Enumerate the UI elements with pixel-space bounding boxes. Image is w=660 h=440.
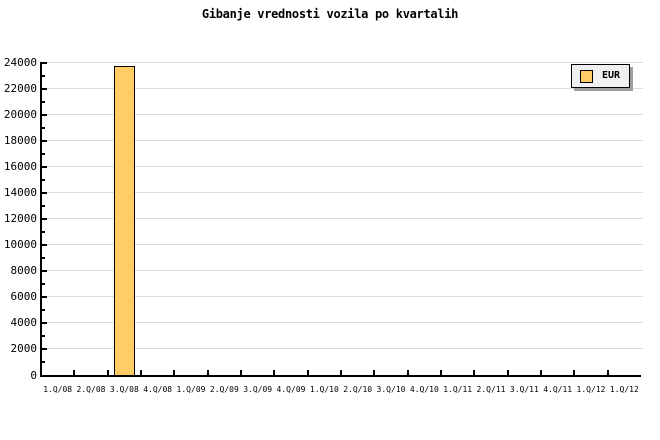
y-axis-tick-minor: [42, 204, 45, 207]
y-axis-tick-minor: [42, 74, 45, 77]
legend: EUR: [571, 64, 630, 88]
x-axis-label: 4.Q/08: [143, 385, 173, 394]
x-axis-label: 1.Q/08: [43, 385, 73, 394]
y-axis-tick-major: [42, 321, 47, 324]
x-axis-tick: [106, 369, 109, 375]
x-axis-label: 1.Q/12: [576, 385, 606, 394]
y-grid-line: [42, 218, 643, 220]
x-axis-label: 4.Q/09: [276, 385, 306, 394]
x-axis-label: 1.Q/09: [176, 385, 206, 394]
y-axis-tick-major: [42, 295, 47, 298]
chart-title: Gibanje vrednosti vozila po kvartalih: [201, 7, 459, 21]
y-axis-tick-minor: [42, 178, 45, 181]
y-axis-tick-minor: [42, 100, 45, 103]
y-grid-line: [42, 114, 643, 116]
y-grid-line: [42, 140, 643, 142]
y-axis-tick-minor: [42, 334, 45, 337]
x-axis-line: [40, 374, 641, 377]
y-axis-tick-minor: [42, 282, 45, 285]
y-grid-line: [42, 192, 643, 194]
y-axis-label: 12000: [3, 212, 37, 226]
y-axis-tick-major: [42, 113, 47, 116]
x-axis-label: 2.Q/08: [76, 385, 106, 394]
y-axis-label: 2000: [10, 342, 38, 356]
y-axis-tick-major: [42, 191, 47, 194]
y-axis-label: 18000: [3, 134, 37, 148]
y-axis-tick-major: [42, 61, 47, 64]
y-axis-tick-minor: [42, 308, 45, 311]
x-axis-label: 3.Q/10: [376, 385, 406, 394]
y-axis-tick-minor: [42, 230, 45, 233]
y-axis-label: 20000: [3, 108, 37, 122]
y-axis-label: 0: [30, 368, 37, 382]
x-axis-label: 3.Q/11: [509, 385, 539, 394]
y-grid-line: [42, 62, 643, 63]
x-axis-label: 1.Q/11: [443, 385, 473, 394]
x-axis-label: 2.Q/10: [343, 385, 373, 394]
y-grid-line: [42, 88, 643, 90]
x-axis-label: 3.Q/08: [109, 385, 139, 394]
y-axis-label: 22000: [3, 82, 37, 96]
x-axis-label: 4.Q/11: [543, 385, 573, 394]
x-axis-tick: [173, 369, 176, 375]
y-axis-tick-major: [42, 243, 47, 246]
x-axis-tick: [473, 369, 476, 375]
x-axis-label: 3.Q/09: [243, 385, 273, 394]
x-axis-tick: [206, 369, 209, 375]
y-grid-line: [42, 166, 643, 168]
y-axis-label: 8000: [10, 264, 38, 278]
x-axis-label: 1.Q/12: [609, 385, 639, 394]
y-axis-tick-major: [42, 165, 47, 168]
y-axis-tick-minor: [42, 126, 45, 129]
y-axis-label: 24000: [3, 56, 37, 69]
y-grid-line: [42, 270, 643, 272]
x-axis-tick: [340, 369, 342, 375]
y-axis-tick-major: [42, 347, 47, 350]
x-axis-tick: [373, 369, 376, 375]
x-axis-label: 4.Q/10: [409, 385, 439, 394]
y-axis-tick-minor: [42, 360, 45, 363]
y-axis-tick-major: [42, 87, 47, 90]
x-axis-tick: [540, 369, 542, 375]
x-axis-tick: [73, 369, 76, 375]
x-axis-tick: [406, 369, 409, 375]
x-axis-tick: [240, 369, 242, 375]
y-axis-label: 4000: [10, 316, 38, 330]
legend-label: EUR: [602, 70, 621, 81]
x-axis-tick: [306, 369, 309, 375]
x-axis-label: 2.Q/11: [476, 385, 506, 394]
x-axis-label: 1.Q/10: [309, 385, 339, 394]
y-axis-tick-minor: [42, 152, 45, 155]
y-grid-line: [42, 296, 643, 298]
y-grid-line: [42, 322, 643, 324]
y-axis-tick-major: [42, 269, 47, 272]
y-axis-label: 16000: [3, 160, 37, 174]
x-axis-tick: [140, 369, 142, 375]
x-axis-label: 2.Q/09: [209, 385, 239, 394]
x-axis-tick: [440, 369, 442, 375]
y-axis-label: 10000: [3, 238, 37, 252]
y-grid-line: [42, 244, 643, 246]
x-axis-tick: [606, 369, 609, 375]
x-axis-tick: [273, 369, 276, 375]
x-axis-tick: [506, 369, 509, 375]
y-axis-label: 6000: [10, 290, 38, 304]
y-axis-line: [40, 61, 42, 377]
x-axis-tick: [573, 369, 576, 375]
y-axis-tick-major: [42, 139, 47, 142]
legend-swatch-eur: [580, 69, 593, 83]
y-grid-line: [42, 348, 643, 350]
y-axis-label: 14000: [3, 186, 37, 200]
bar-3.Q/08: [113, 65, 135, 376]
y-axis-tick-major: [42, 217, 47, 220]
y-axis-tick-minor: [42, 256, 45, 259]
